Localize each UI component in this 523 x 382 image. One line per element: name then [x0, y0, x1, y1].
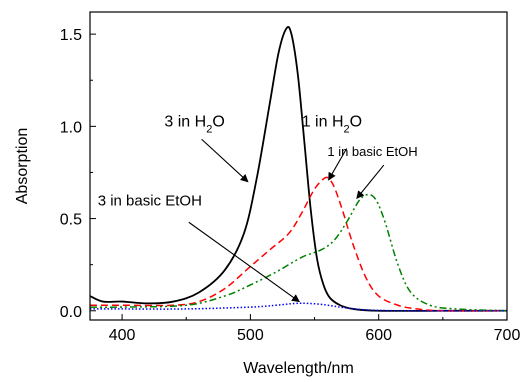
y-tick-label: 1.5 — [60, 27, 82, 44]
axis-layer: 400 500 600 700 0.0 0.5 1.0 1.5 — [60, 27, 521, 344]
3-in-basic-etoh-label: 3 in basic EtOH — [98, 193, 202, 210]
1-in-water-label: 1 in H2O — [302, 113, 362, 135]
3-in-basic-etoh-arrow — [188, 221, 300, 303]
y-axis-label: Absorption — [14, 128, 31, 205]
x-tick-label: 500 — [237, 327, 264, 344]
x-axis-label: Wavelength/nm — [243, 360, 354, 377]
x-tick-label: 600 — [365, 327, 392, 344]
series-layer — [89, 26, 508, 312]
series-line-3 — [90, 302, 508, 312]
1-in-basic-etoh-arrow — [356, 164, 385, 200]
series-line-2 — [89, 193, 508, 312]
x-tick-label: 400 — [109, 327, 136, 344]
x-tick-label: 700 — [494, 327, 521, 344]
y-tick-label: 0.0 — [60, 304, 82, 321]
series-line-0 — [89, 26, 507, 312]
3-in-water-arrow — [201, 138, 249, 183]
1-in-basic-etoh-label: 1 in basic EtOH — [327, 144, 417, 159]
series-line-1 — [90, 176, 508, 312]
y-tick-label: 1.0 — [60, 119, 82, 136]
3-in-water-label: 3 in H2O — [164, 113, 224, 135]
annotation-layer: 3 in H2O 1 in H2O 1 in basic EtOH 3 in basi… — [98, 113, 418, 303]
plot-frame — [89, 11, 508, 321]
1-in-water-arrow — [328, 148, 348, 181]
y-tick-label: 0.5 — [60, 212, 82, 229]
